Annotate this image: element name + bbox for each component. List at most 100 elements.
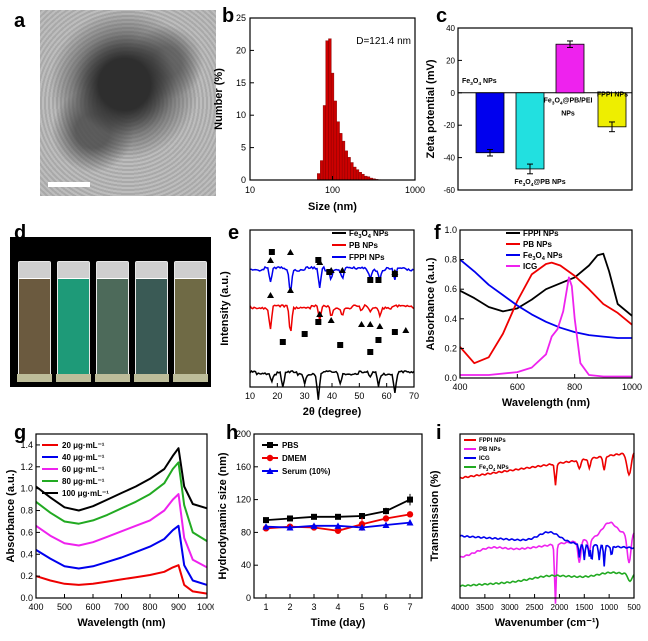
- bar-b: [330, 72, 335, 181]
- bar-b: [361, 173, 365, 181]
- ytick-label-f: 0.6: [444, 284, 457, 294]
- series-g: [35, 447, 208, 512]
- ytick-label-f: 0.8: [444, 255, 457, 265]
- plot-frame-f: [459, 229, 633, 379]
- panel-label-f: f: [434, 222, 441, 244]
- marker-h: [406, 519, 414, 526]
- cuvette: [95, 261, 130, 382]
- ytick-label-c: 0: [451, 89, 456, 98]
- chart-g: 400 500 600 700 800 900 1000 0.0 0.2 0.4 0.6 0.8 1.0…: [5, 433, 214, 629]
- legend-marker-h: [266, 454, 274, 462]
- xtick-label-h: 3: [311, 602, 316, 612]
- marker-triangle-e: [402, 327, 410, 333]
- bar-label-fe3o4pbpei-cont: NPs: [561, 110, 575, 117]
- legend-label-g: 20 μg·mL⁻¹: [62, 441, 105, 450]
- marker-h: [335, 513, 341, 520]
- marker-triangle-e: [286, 287, 294, 293]
- ytick-label-c: 40: [446, 24, 455, 33]
- bar-b: [339, 133, 343, 181]
- marker-triangle-e: [327, 267, 335, 273]
- panel-label-e: e: [228, 222, 240, 244]
- xtick-label-i: 500: [627, 603, 641, 612]
- ytick-label-g: 1.0: [20, 484, 33, 494]
- xtick-label-h: 2: [287, 602, 292, 612]
- xtick-label-f: 1000: [622, 382, 642, 392]
- bar-b: [317, 173, 321, 181]
- xrd-pb: [249, 303, 415, 332]
- marker-h: [311, 513, 317, 520]
- ytick-label-g: 0.4: [20, 549, 33, 559]
- xtick-label-g: 800: [142, 602, 157, 612]
- ytick-label-b: 15: [236, 78, 246, 88]
- xlabel-g: Wavelength (nm): [77, 617, 166, 629]
- xtick-label-g: 600: [85, 602, 100, 612]
- marker-h: [310, 522, 318, 529]
- legend-label-e: FPPI NPs: [349, 253, 385, 262]
- series-f: [459, 252, 633, 317]
- ytick-label-b: 20: [236, 45, 246, 55]
- cuvette-cap: [136, 262, 167, 279]
- annotation-b: D=121.4 nm: [356, 36, 411, 47]
- marker-triangle-e: [286, 249, 294, 255]
- cuvette-base: [95, 374, 130, 382]
- xlabel-f: Wavelength (nm): [502, 397, 591, 409]
- bar-b: [347, 157, 351, 181]
- xtick-label-i: 3000: [501, 603, 519, 612]
- legend-label-g: 40 μg·mL⁻¹: [62, 453, 105, 462]
- xtick-label-b: 10: [245, 185, 255, 195]
- bar-b: [353, 166, 357, 181]
- legend-label-e: Fe3O4 NPs: [349, 229, 389, 240]
- xtick-label-f: 800: [567, 382, 582, 392]
- legend-label-i: ICG: [479, 456, 490, 462]
- xlabel-i: Wavenumber (cm⁻¹): [495, 617, 600, 629]
- marker-triangle-e: [267, 292, 274, 298]
- ytick-label-c: 20: [446, 56, 455, 65]
- cuvette: [134, 261, 169, 382]
- series-g: [35, 524, 208, 586]
- ytick-label-h: 120: [236, 495, 251, 505]
- marker-triangle-e: [316, 311, 324, 317]
- ytick-label-h: 80: [241, 527, 251, 537]
- series-i: [459, 521, 635, 604]
- bar-b: [328, 38, 332, 181]
- marker-triangle-e: [316, 259, 324, 265]
- cuvette-base: [173, 374, 208, 382]
- xtick-label-g: 500: [57, 602, 72, 612]
- ytick-label-g: 0.2: [20, 571, 33, 581]
- xtick-label-i: 2000: [551, 603, 569, 612]
- marker-h: [382, 515, 390, 522]
- bar-b: [358, 172, 362, 181]
- marker-h: [359, 513, 365, 519]
- cuvette-cap: [175, 262, 206, 279]
- ytick-label-f: 0.2: [444, 343, 457, 353]
- cuvette: [56, 261, 91, 382]
- marker-triangle-e: [267, 257, 274, 263]
- bar-b: [350, 162, 354, 181]
- xtick-label-h: 5: [359, 602, 364, 612]
- ytick-label-f: 1.0: [444, 225, 457, 235]
- chart-h: 1 2 3 4 5 6 7 0 40 80 120 160 200 Time (day) Hydrodyna…: [217, 429, 423, 629]
- xtick-label-h: 1: [263, 602, 268, 612]
- chart-e: 10 20 30 40 50 60 70 2θ (degree) Intensity (a.u.…: [219, 229, 419, 418]
- marker-triangle-e: [338, 267, 346, 273]
- series-f: [459, 261, 633, 365]
- cuvette-base: [56, 374, 91, 382]
- ylabel-b: Number (%): [213, 68, 225, 130]
- cuvette-base: [17, 374, 52, 382]
- marker-square-e: [315, 257, 322, 263]
- bar-b: [336, 121, 340, 181]
- chart-f: 400 600 800 1000 0.0 0.2 0.4 0.6 0.8 1.0 Wavelengt…: [425, 225, 642, 409]
- ytick-label-h: 200: [236, 429, 251, 439]
- xlabel-b: Size (nm): [308, 201, 357, 213]
- chart-c: 40 20 0 -20 -40 -60 Zeta potential (mV) Fe3O4 N…: [425, 24, 633, 195]
- legend-label-g: 100 μg·mL⁻¹: [62, 489, 109, 498]
- xrd-fe3o4: [249, 369, 415, 400]
- cuvette-photo: [10, 237, 211, 387]
- ytick-label-f: 0.4: [444, 314, 457, 324]
- xtick-label-h: 7: [407, 602, 412, 612]
- xtick-label-f: 400: [452, 382, 467, 392]
- cuvette-base: [134, 374, 169, 382]
- bar-b: [325, 40, 329, 181]
- ylabel-i: Transmission (%): [429, 470, 441, 561]
- marker-triangle-e: [358, 321, 366, 327]
